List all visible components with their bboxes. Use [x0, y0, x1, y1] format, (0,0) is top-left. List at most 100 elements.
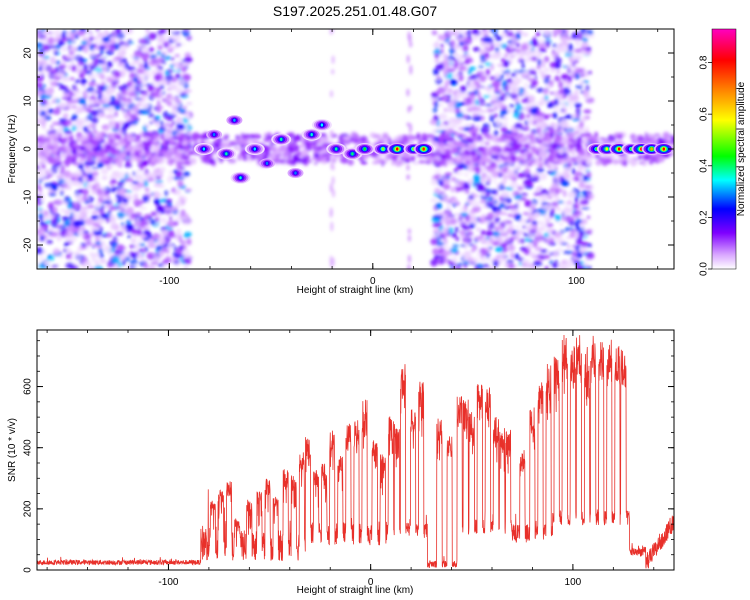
- noise-speckle: [91, 78, 96, 83]
- noise-speckle: [297, 158, 301, 162]
- noise-speckle: [84, 199, 89, 205]
- noise-speckle: [74, 170, 83, 175]
- noise-speckle: [100, 240, 106, 246]
- noise-speckle: [455, 262, 464, 266]
- noise-speckle: [572, 202, 576, 210]
- noise-speckle: [451, 265, 459, 269]
- noise-speckle: [596, 159, 601, 165]
- noise-speckle: [546, 40, 550, 49]
- noise-speckle: [43, 210, 49, 217]
- noise-speckle: [622, 157, 627, 162]
- noise-speckle: [192, 132, 200, 138]
- noise-speckle: [38, 256, 45, 260]
- noise-speckle: [540, 62, 546, 68]
- noise-speckle: [172, 45, 180, 49]
- noise-speckle: [541, 137, 550, 141]
- noise-speckle: [554, 97, 559, 105]
- noise-speckle: [115, 134, 122, 140]
- noise-speckle: [446, 205, 451, 210]
- noise-speckle: [543, 67, 550, 73]
- noise-speckle: [89, 89, 93, 92]
- noise-speckle: [40, 138, 46, 145]
- noise-speckle: [484, 52, 489, 57]
- noise-streak: [445, 79, 450, 87]
- noise-speckle: [394, 159, 403, 167]
- noise-speckle: [347, 159, 354, 166]
- noise-speckle: [81, 77, 86, 86]
- noise-speckle: [140, 47, 149, 54]
- noise-speckle: [182, 171, 190, 177]
- noise-speckle: [469, 151, 477, 155]
- noise-speckle: [452, 29, 461, 33]
- noise-speckle: [180, 66, 186, 70]
- noise-speckle: [134, 150, 139, 156]
- noise-speckle: [571, 114, 576, 118]
- noise-speckle: [431, 141, 439, 147]
- noise-speckle: [99, 73, 104, 80]
- noise-speckle: [125, 224, 134, 231]
- noise-speckle: [630, 134, 635, 139]
- noise-speckle: [78, 105, 88, 112]
- noise-speckle: [454, 140, 463, 147]
- noise-speckle: [125, 143, 128, 149]
- noise-speckle: [53, 247, 60, 255]
- noise-speckle: [141, 102, 150, 110]
- noise-speckle: [499, 114, 504, 119]
- noise-speckle: [584, 180, 588, 186]
- noise-speckle: [434, 101, 439, 109]
- noise-speckle: [37, 181, 42, 184]
- noise-speckle: [176, 212, 181, 216]
- noise-speckle: [116, 29, 122, 34]
- noise-speckle: [587, 30, 594, 35]
- noise-speckle: [483, 165, 492, 169]
- noise-speckle: [68, 51, 75, 55]
- noise-speckle: [538, 156, 543, 161]
- noise-speckle: [470, 249, 475, 253]
- noise-speckle: [571, 168, 576, 175]
- noise-speckle: [288, 146, 294, 152]
- noise-speckle: [40, 115, 46, 120]
- noise-speckle: [39, 48, 45, 54]
- noise-speckle: [94, 259, 100, 266]
- noise-speckle: [434, 59, 440, 63]
- noise-speckle: [492, 43, 500, 47]
- noise-speckle: [526, 114, 531, 119]
- noise-speckle: [155, 87, 161, 93]
- noise-speckle: [575, 177, 580, 182]
- noise-speckle: [61, 166, 65, 172]
- noise-speckle: [467, 35, 472, 40]
- noise-speckle: [489, 76, 496, 81]
- noise-speckle: [128, 121, 135, 125]
- noise-speckle: [135, 224, 139, 229]
- noise-speckle: [50, 125, 54, 129]
- noise-streak: [407, 234, 411, 242]
- noise-speckle: [77, 58, 85, 62]
- noise-speckle: [167, 230, 175, 237]
- noise-speckle: [37, 117, 42, 125]
- noise-speckle: [474, 99, 480, 106]
- noise-speckle: [477, 134, 482, 139]
- noise-speckle: [120, 222, 125, 227]
- noise-speckle: [467, 82, 477, 91]
- noise-speckle: [74, 34, 79, 40]
- noise-speckle: [432, 248, 439, 256]
- noise-speckle: [90, 167, 99, 170]
- colorbar-tick-label: 0.4: [699, 158, 710, 172]
- noise-speckle: [160, 37, 166, 40]
- noise-speckle: [491, 101, 501, 109]
- noise-speckle: [511, 35, 517, 38]
- noise-speckle: [168, 170, 174, 174]
- noise-speckle: [437, 55, 445, 59]
- noise-speckle: [487, 173, 493, 179]
- noise-speckle: [480, 59, 488, 63]
- noise-speckle: [137, 84, 141, 92]
- noise-speckle: [579, 200, 588, 205]
- noise-speckle: [485, 134, 493, 141]
- colorbar-tick-label: 0.8: [699, 55, 710, 69]
- noise-speckle: [150, 81, 154, 85]
- noise-speckle: [119, 209, 127, 212]
- signal-blob: [230, 171, 251, 184]
- noise-speckle: [556, 70, 560, 74]
- noise-speckle: [456, 201, 460, 206]
- noise-speckle: [411, 155, 416, 162]
